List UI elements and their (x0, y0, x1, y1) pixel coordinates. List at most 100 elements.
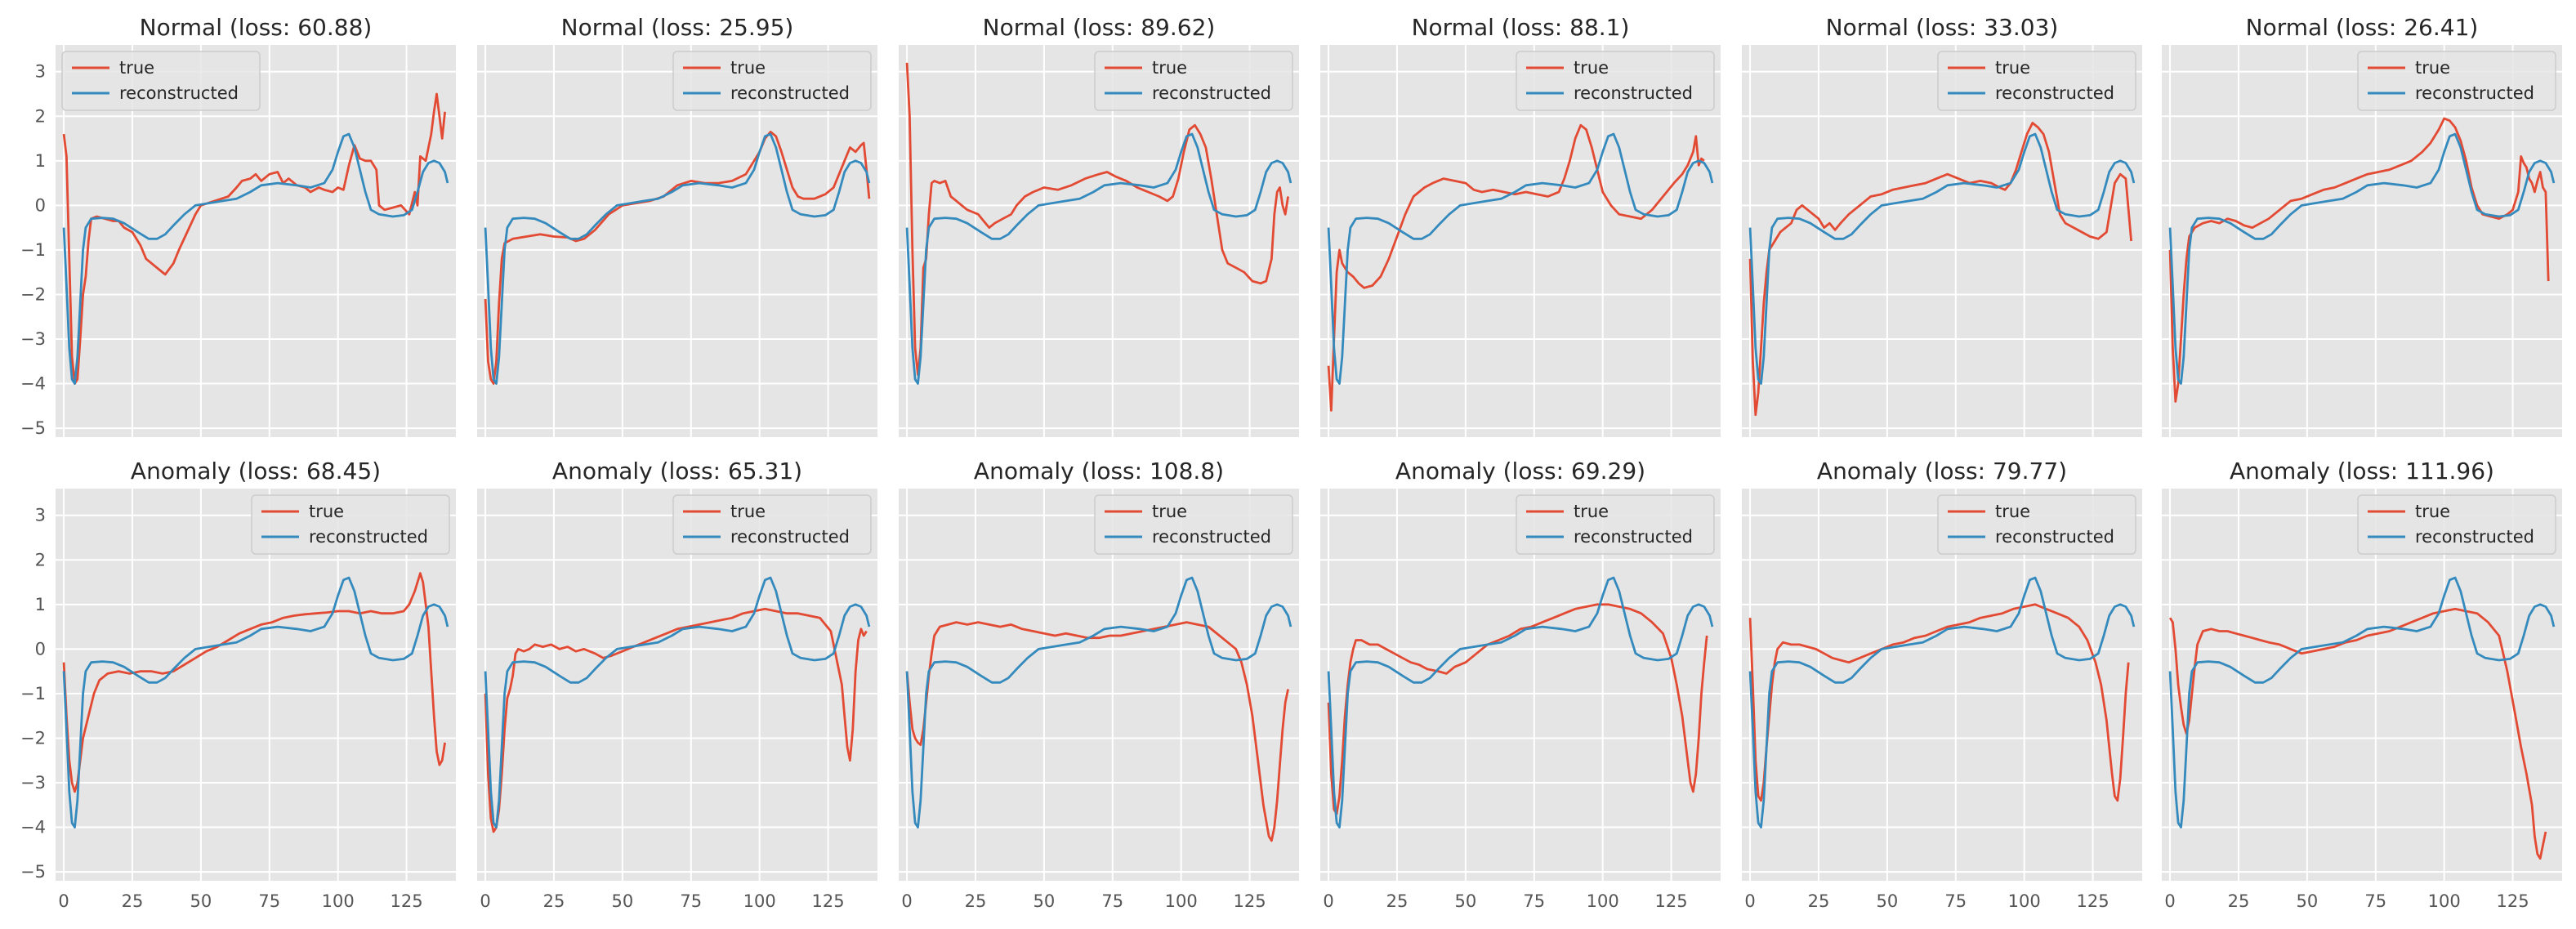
subplot-7: 3 2 1 0 −1 −2 −3 −4 −5 0 25 50 75 100 125 Anomaly (loss… (20, 458, 456, 911)
legend-label-reconstructed: reconstructed (1995, 527, 2114, 547)
x-tick-label: 0 (2164, 891, 2175, 911)
subplot-title: Anomaly (loss: 108.8) (974, 458, 1224, 485)
legend-label-true: true (730, 58, 766, 78)
y-tick-label: 3 (35, 506, 46, 525)
legend-label-reconstructed: reconstructed (730, 527, 850, 547)
x-tick-label: 100 (2008, 891, 2041, 911)
legend-label-true: true (1152, 502, 1187, 521)
x-tick-label: 100 (322, 891, 355, 911)
legend-label-reconstructed: reconstructed (1152, 83, 1271, 103)
y-tick-label: −2 (20, 284, 46, 304)
x-tick-label: 50 (1034, 891, 1056, 911)
legend: true reconstructed (61, 51, 261, 111)
legend-label-true: true (2415, 58, 2450, 78)
series-line-true (2168, 607, 2547, 860)
series-line-true (62, 92, 446, 385)
subplot-title: Normal (loss: 26.41) (2246, 14, 2479, 41)
series-line-reconstructed (1748, 132, 2136, 385)
legend-label-true: true (730, 502, 766, 521)
x-tick-label: 0 (1323, 891, 1333, 911)
legend: true reconstructed (1516, 51, 1715, 111)
legend-label-true: true (309, 502, 344, 521)
y-tick-label: 3 (35, 62, 46, 82)
legend: true reconstructed (1937, 494, 2136, 555)
y-tick-label: −5 (20, 862, 46, 882)
x-tick-label: 50 (190, 891, 212, 911)
y-tick-label: −1 (20, 240, 46, 260)
y-tick-label: −2 (20, 728, 46, 748)
series-line-reconstructed (905, 132, 1292, 385)
legend-label-true: true (2415, 502, 2450, 521)
legend-label-true: true (119, 58, 154, 78)
subplot-5: Normal (loss: 33.03) true reconstructed (1742, 14, 2142, 437)
x-tick-label: 125 (1655, 891, 1688, 911)
y-tick-label: 1 (35, 595, 46, 614)
x-tick-label: 25 (2228, 891, 2250, 911)
legend-box (1937, 51, 2136, 111)
series-line-true (2168, 117, 2550, 403)
x-tick-label: 125 (1234, 891, 1266, 911)
x-tick-label: 0 (1744, 891, 1755, 911)
legend: true reconstructed (2357, 494, 2556, 555)
series-line-reconstructed (1748, 576, 2136, 829)
x-tick-label: 75 (1944, 891, 1967, 911)
x-tick-label: 75 (2364, 891, 2386, 911)
subplot-title: Anomaly (loss: 79.77) (1817, 458, 2067, 485)
series-line-reconstructed (1327, 576, 1714, 829)
legend-box (2357, 51, 2556, 111)
y-tick-label: −1 (20, 684, 46, 703)
x-tick-label: 25 (1386, 891, 1409, 911)
series-line-reconstructed (905, 576, 1292, 829)
legend-label-true: true (1995, 58, 2030, 78)
subplot-title: Normal (loss: 33.03) (1826, 14, 2059, 41)
subplot-1: 3 2 1 0 −1 −2 −3 −4 −5 Normal (loss: 60.88) true re… (20, 14, 456, 438)
y-tick-label: 2 (35, 550, 46, 569)
legend: true reconstructed (672, 51, 872, 111)
subplot-3: Normal (loss: 89.62) true reconstructed (899, 14, 1299, 437)
legend: true reconstructed (1094, 51, 1293, 111)
y-tick-label: −4 (20, 818, 46, 837)
x-tick-label: 75 (680, 891, 702, 911)
x-tick-label: 50 (1455, 891, 1477, 911)
series-line-true (484, 131, 871, 385)
x-tick-label: 25 (122, 891, 144, 911)
subplot-2: Normal (loss: 25.95) true reconstructed (477, 14, 877, 437)
legend-box (61, 51, 261, 111)
subplot-title: Anomaly (loss: 69.29) (1395, 458, 1645, 485)
series-line-true (905, 621, 1289, 842)
series-line-true (905, 62, 1289, 376)
legend-box (1094, 494, 1293, 555)
series-line-reconstructed (62, 576, 449, 829)
legend-box (2357, 494, 2556, 555)
legend-label-reconstructed: reconstructed (1574, 527, 1693, 547)
series-line-reconstructed (2168, 132, 2556, 385)
legend: true reconstructed (1516, 494, 1715, 555)
legend-label-reconstructed: reconstructed (2415, 83, 2534, 103)
x-tick-label: 50 (612, 891, 634, 911)
y-tick-label: 0 (35, 195, 46, 215)
legend-label-true: true (1574, 502, 1609, 521)
y-tick-label: −3 (20, 329, 46, 349)
legend-label-reconstructed: reconstructed (2415, 527, 2534, 547)
legend-label-reconstructed: reconstructed (1152, 527, 1271, 547)
subplot-title: Anomaly (loss: 65.31) (552, 458, 802, 485)
x-tick-label: 100 (1165, 891, 1198, 911)
subplot-4: Normal (loss: 88.1) true reconstructed (1320, 14, 1721, 437)
x-tick-label: 125 (2497, 891, 2529, 911)
legend: true reconstructed (672, 494, 872, 555)
x-tick-label: 0 (480, 891, 490, 911)
subplot-title: Anomaly (loss: 68.45) (131, 458, 381, 485)
series-line-true (1327, 603, 1708, 815)
subplot-9: 0 25 50 75 100 125 Anomaly (loss: 108.8) true re… (899, 458, 1299, 911)
subplot-8: 0 25 50 75 100 125 Anomaly (loss: 65.31) true re… (477, 458, 877, 911)
y-tick-label: 0 (35, 639, 46, 659)
x-tick-label: 0 (901, 891, 912, 911)
legend-label-reconstructed: reconstructed (730, 83, 850, 103)
legend-box (672, 51, 872, 111)
legend-label-true: true (1995, 502, 2030, 521)
series-line-reconstructed (62, 132, 449, 385)
series-line-reconstructed (484, 576, 871, 829)
legend-label-reconstructed: reconstructed (1995, 83, 2114, 103)
x-tick-label: 100 (743, 891, 776, 911)
